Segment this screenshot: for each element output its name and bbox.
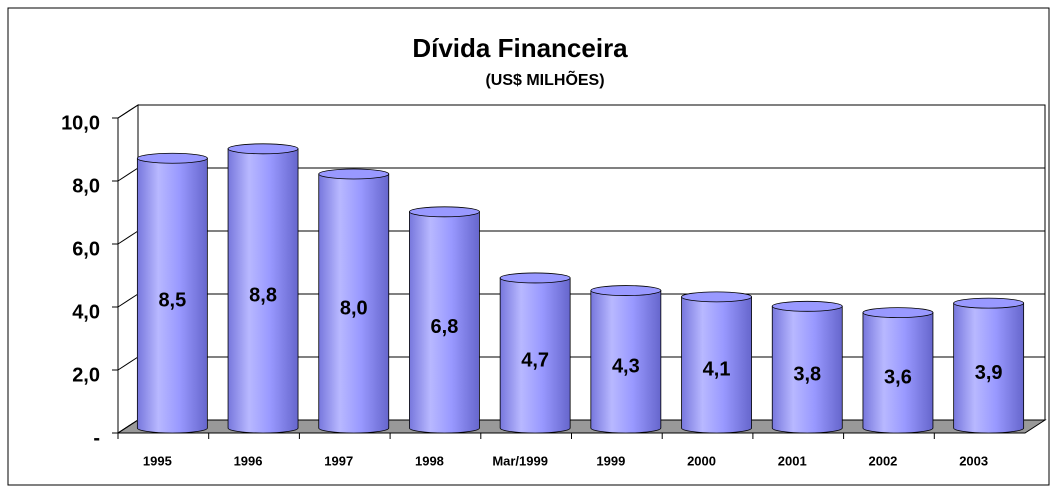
bar-top	[499, 272, 571, 284]
bar	[409, 206, 480, 434]
bar	[227, 143, 299, 434]
bar-body	[953, 302, 1025, 434]
data-label: 3,9	[975, 362, 1003, 384]
y-tick-label: 4,0	[72, 301, 100, 323]
bar-body	[136, 157, 208, 434]
bar-body	[318, 173, 390, 434]
data-label: 6,8	[431, 316, 459, 338]
grid-line	[117, 356, 139, 371]
data-label: 4,1	[703, 359, 731, 381]
data-label: 3,6	[884, 367, 912, 389]
bar	[499, 272, 571, 434]
bar	[862, 307, 934, 434]
bar-body	[771, 305, 843, 434]
bar-top	[318, 168, 390, 180]
bar	[681, 291, 752, 434]
bar-body	[409, 211, 480, 434]
x-tick-label: 2000	[687, 453, 716, 468]
grid-line	[117, 104, 139, 119]
bar-top	[227, 143, 299, 155]
bar	[318, 168, 390, 434]
data-label: 4,3	[612, 356, 640, 378]
bar-top	[409, 206, 480, 218]
grid-line	[117, 293, 139, 308]
y-tick-label: 2,0	[72, 364, 100, 386]
side-wall	[117, 104, 139, 434]
bar-top	[862, 307, 934, 319]
bar	[953, 297, 1025, 434]
bar	[590, 285, 662, 434]
y-tick-label: -	[93, 427, 100, 449]
chart-title: Dívida Financeira	[412, 33, 628, 63]
data-label: 3,8	[793, 363, 821, 385]
x-tick-label: 1997	[324, 453, 353, 468]
bar	[771, 300, 843, 434]
grid-line	[117, 167, 139, 182]
data-label: 8,8	[249, 285, 277, 307]
y-tick-label: 6,0	[72, 238, 100, 260]
x-tick-label: 1998	[415, 453, 444, 468]
bar	[136, 152, 208, 434]
x-tick-label: 1995	[143, 453, 172, 468]
bar-top	[136, 152, 208, 164]
bar-body	[227, 148, 299, 434]
bar-top	[590, 285, 662, 296]
data-label: 8,5	[158, 289, 186, 311]
grid-line	[117, 419, 139, 434]
bar-body	[499, 277, 571, 434]
chart-subtitle: (US$ MILHÕES)	[485, 69, 604, 89]
bar-body	[862, 312, 934, 434]
x-tick-label: Mar/1999	[492, 453, 548, 468]
bar-top	[953, 297, 1025, 309]
y-tick-label: 10,0	[61, 112, 100, 134]
data-label: 4,7	[521, 349, 549, 371]
bar-body	[590, 290, 662, 434]
data-label: 8,0	[340, 297, 368, 319]
x-tick-label: 1999	[596, 453, 625, 468]
bar-body	[681, 296, 752, 434]
y-tick-label: 8,0	[72, 175, 100, 197]
x-tick-label: 2002	[868, 453, 897, 468]
x-tick-label: 1996	[234, 453, 263, 468]
bar-top	[681, 291, 752, 303]
x-tick-label: 2003	[959, 453, 988, 468]
bar-top	[771, 300, 843, 312]
grid-line	[117, 230, 139, 245]
x-tick-label: 2001	[778, 453, 807, 468]
